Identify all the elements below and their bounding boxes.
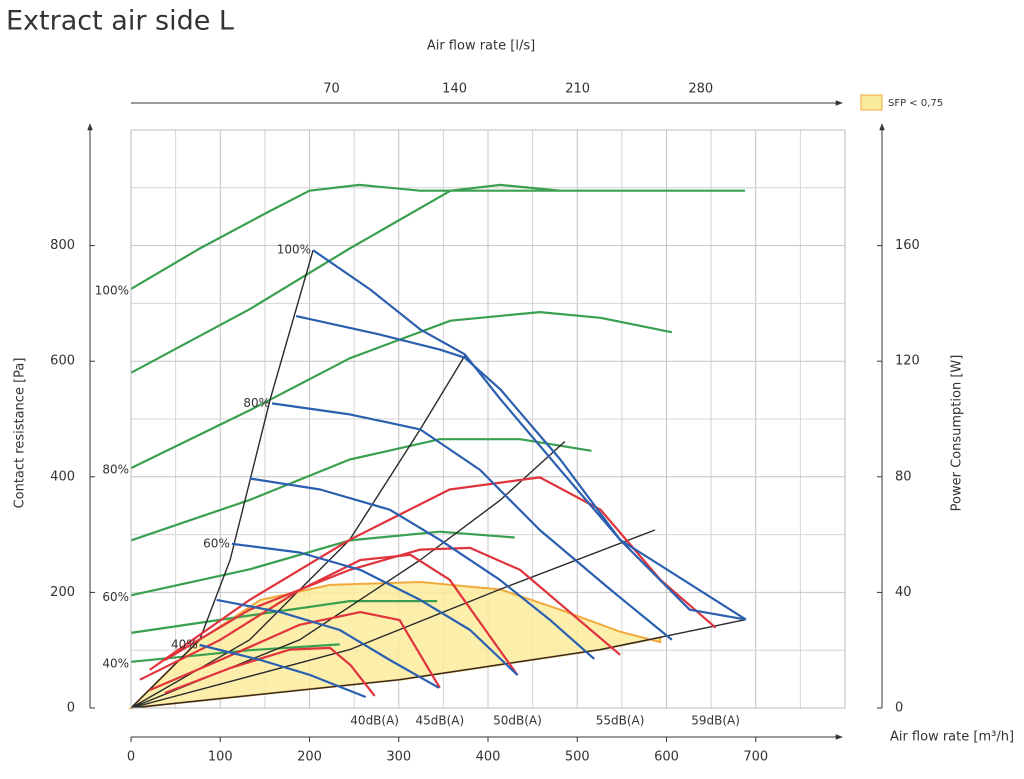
curve xyxy=(130,183,745,290)
curve xyxy=(130,529,656,709)
curve xyxy=(130,618,747,709)
curve-label: 100% xyxy=(95,283,129,297)
y-axis-title: Contact resistance [Pa] xyxy=(13,358,28,509)
y-tick-label: 0 xyxy=(67,701,75,716)
x-tick-label: 600 xyxy=(654,750,679,765)
y2-tick-label: 80 xyxy=(895,469,912,484)
curve xyxy=(139,553,519,681)
curve xyxy=(130,600,438,634)
curve-label: 80% xyxy=(102,463,129,477)
plot-area xyxy=(128,130,845,710)
curve xyxy=(130,183,561,374)
curve xyxy=(164,646,376,697)
curve-label: 80% xyxy=(243,396,270,410)
y2-tick-label: 120 xyxy=(895,354,920,369)
curve-label: 100% xyxy=(277,243,311,257)
curve xyxy=(199,643,367,699)
curve xyxy=(312,249,747,621)
x2-tick-label: 210 xyxy=(565,82,590,97)
curve xyxy=(249,477,595,660)
y2-tick-label: 40 xyxy=(895,585,912,600)
curve-label: 40% xyxy=(102,656,129,670)
curve-label: 60% xyxy=(203,536,230,550)
x-tick-label: 100 xyxy=(208,750,233,765)
y2-tick-label: 0 xyxy=(895,701,903,716)
curve xyxy=(231,542,519,676)
curve xyxy=(130,643,340,663)
noise-label: 55dB(A) xyxy=(596,714,645,728)
curve xyxy=(130,311,673,470)
curve-label: 40% xyxy=(171,637,198,651)
curve-label: 60% xyxy=(102,590,129,604)
y2-axis-title: Power Consumption [W] xyxy=(950,355,965,512)
x-tick-label: 500 xyxy=(565,750,590,765)
x2-axis-title: Air flow rate [l/s] xyxy=(427,39,535,54)
y-tick-label: 800 xyxy=(50,238,75,253)
legend-swatch xyxy=(860,94,883,111)
x2-tick-label: 280 xyxy=(688,82,713,97)
x-tick-label: 700 xyxy=(743,750,768,765)
curve xyxy=(149,611,441,692)
curve xyxy=(164,546,621,661)
y-tick-label: 400 xyxy=(50,469,75,484)
legend-label: SFP < 0,75 xyxy=(888,98,943,109)
x-axis-title: Air flow rate [m³/h] xyxy=(890,730,1014,745)
curve xyxy=(271,402,673,641)
x2-tick-label: 70 xyxy=(323,82,340,97)
noise-label: 45dB(A) xyxy=(415,714,464,728)
noise-label: 59dB(A) xyxy=(691,714,740,728)
x-tick-label: 300 xyxy=(386,750,411,765)
chart-title: Extract air side L xyxy=(6,6,234,37)
y-tick-label: 600 xyxy=(50,354,75,369)
x-tick-label: 0 xyxy=(127,750,135,765)
noise-label: 40dB(A) xyxy=(350,714,399,728)
noise-label: 50dB(A) xyxy=(493,714,542,728)
curve xyxy=(130,438,592,542)
curve xyxy=(216,598,440,689)
plot-border xyxy=(130,129,846,709)
curve xyxy=(295,315,747,621)
x-tick-label: 400 xyxy=(476,750,501,765)
x-tick-label: 200 xyxy=(297,750,322,765)
y2-tick-label: 160 xyxy=(895,238,920,253)
x2-tick-label: 140 xyxy=(442,82,467,97)
y-tick-label: 200 xyxy=(50,585,75,600)
